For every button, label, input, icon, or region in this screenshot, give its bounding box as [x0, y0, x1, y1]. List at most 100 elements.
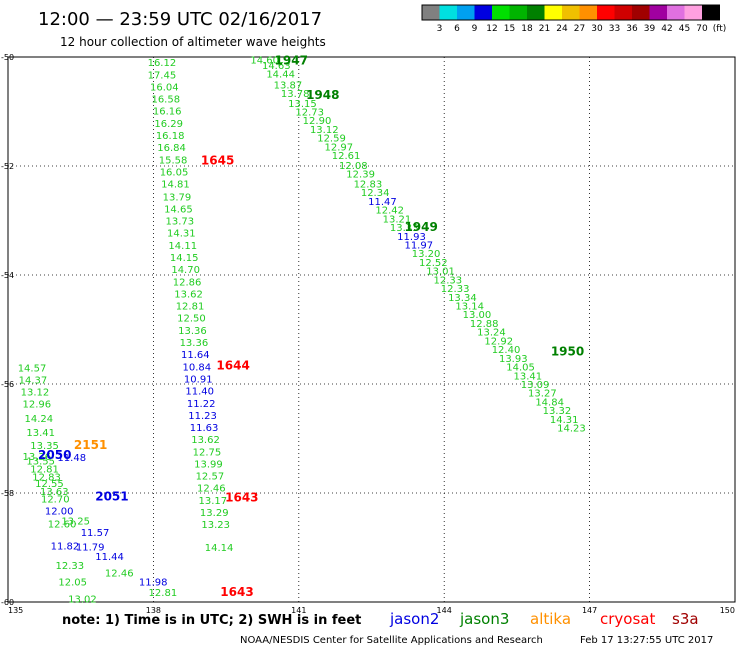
pass-time-label: 1949	[404, 220, 437, 234]
wave-height-label: 11.40	[185, 387, 214, 398]
wave-height-label: 10.91	[184, 375, 213, 386]
x-tick-label: 147	[582, 606, 597, 615]
wave-height-label: 13.36	[178, 326, 207, 337]
colorbar-swatch	[579, 5, 597, 20]
wave-height-label: 11.57	[81, 528, 110, 539]
wave-height-label: 12.46	[197, 484, 226, 495]
y-tick-label: -50	[1, 53, 14, 62]
wave-height-label: 14.15	[170, 253, 199, 264]
colorbar-tick-label: 42	[661, 24, 672, 34]
wave-height-label: 17.45	[148, 70, 177, 81]
wave-height-label: 12.60	[48, 520, 77, 531]
wave-height-label: 12.70	[41, 494, 70, 505]
wave-height-label: 11.97	[404, 240, 433, 251]
wave-height-label: 11.93	[397, 232, 426, 243]
footer-timestamp: Feb 17 13:27:55 UTC 2017	[580, 635, 713, 646]
wave-height-label: 13.21	[383, 214, 412, 225]
pass-time-label: 1948	[306, 88, 339, 102]
wave-height-label: 11.44	[95, 552, 124, 563]
y-axis-ticks: -50 -52 -54 -56 -58 -60	[1, 53, 14, 607]
wave-height-label: 12.86	[173, 278, 202, 289]
colorbar-swatch	[684, 5, 702, 20]
pass-time-label: 2050	[38, 448, 71, 462]
wave-height-label: 13.78	[281, 89, 310, 100]
wave-height-label: 12.50	[177, 314, 206, 325]
wave-height-label: 14.14	[205, 543, 234, 554]
wave-height-label: 14.24	[24, 414, 53, 425]
x-tick-label: 150	[720, 606, 735, 615]
wave-height-label: 16.05	[160, 167, 189, 178]
wave-height-label: 13.17	[198, 496, 227, 507]
wave-height-label: 13.14	[455, 302, 484, 313]
wave-height-label: 14.63	[262, 61, 291, 72]
plot-frame	[7, 56, 736, 603]
colorbar-swatch	[597, 5, 615, 20]
wave-height-label: 12.33	[434, 275, 463, 286]
wave-height-label: 12.88	[470, 319, 499, 330]
wave-height-label: 12.83	[354, 179, 383, 190]
wave-height-label: 13.32	[543, 406, 572, 417]
wave-height-label: 12.75	[193, 448, 222, 459]
colorbar-tick-label: 30	[591, 24, 603, 34]
colorbar-swatch	[562, 5, 580, 20]
legend-altika: altika	[530, 610, 571, 628]
y-tick-label: -52	[1, 162, 14, 171]
wave-height-label: 14.31	[167, 228, 196, 239]
wave-height-label: 13.35	[30, 441, 59, 452]
legend-s3a: s3a	[672, 610, 699, 628]
wave-height-label: 13.25	[61, 516, 90, 527]
colorbar-swatch	[439, 5, 457, 20]
wave-height-label: 13.34	[448, 293, 477, 304]
x-tick-label: 138	[146, 606, 161, 615]
colorbar-tick-label: 15	[504, 24, 515, 34]
wave-height-label: 12.90	[303, 116, 332, 127]
colorbar-swatch	[702, 5, 720, 20]
pass-time-label: 1643	[225, 490, 258, 504]
wave-height-label: 14.37	[19, 376, 48, 387]
wave-height-label: 13.62	[174, 290, 203, 301]
colorbar-swatch	[649, 5, 667, 20]
colorbar-tick-label: (ft)	[713, 24, 727, 34]
pass-time-label: 1947	[275, 53, 308, 67]
wave-height-label: 12.61	[332, 151, 361, 162]
wave-height-label: 12.00	[45, 506, 74, 517]
wave-height-label: 14.70	[171, 265, 200, 276]
wave-height-label: 13.79	[163, 193, 192, 204]
colorbar-outline	[421, 4, 720, 21]
wave-height-label: 12.92	[484, 336, 513, 347]
legend-cryosat: cryosat	[600, 610, 655, 628]
wave-height-label: 13.20	[412, 249, 441, 260]
wave-height-label: 15.58	[159, 155, 188, 166]
pass-time-label: 2051	[95, 489, 128, 503]
wave-height-label: 11.22	[187, 399, 216, 410]
colorbar-swatch	[474, 5, 492, 20]
wave-height-label: 12.46	[105, 569, 134, 580]
wave-height-label: 12.39	[346, 170, 375, 181]
wave-height-label: 12.55	[35, 479, 64, 490]
colorbar-swatch	[509, 5, 527, 20]
colorbar-swatch	[667, 5, 685, 20]
colorbar-tick-label: 27	[574, 24, 585, 34]
wave-height-label: 14.11	[168, 241, 197, 252]
wave-height-label: 14.44	[266, 69, 295, 80]
wave-height-label: 13.01	[426, 267, 455, 278]
wave-height-label: 12.59	[317, 134, 346, 145]
wave-height-label: 12.97	[324, 142, 353, 153]
colorbar-swatch	[527, 5, 545, 20]
wave-height-label: 12.96	[23, 400, 52, 411]
wave-height-label: 13.00	[463, 310, 492, 321]
footer-credit: NOAA/NESDIS Center for Satellite Applica…	[240, 635, 543, 646]
wave-height-label: 11.23	[188, 411, 217, 422]
x-tick-label: 135	[8, 606, 23, 615]
colorbar-swatch	[457, 5, 475, 20]
colorbar-swatch	[544, 5, 562, 20]
wave-height-label: 13.55	[26, 456, 55, 467]
colorbar-tick-label: 21	[539, 24, 550, 34]
wave-height-label: 12.52	[419, 258, 448, 269]
wave-height-label: 13.63	[40, 487, 69, 498]
wave-height-label: 12.81	[176, 302, 205, 313]
wave-height-label: 14.23	[557, 424, 586, 435]
colorbar-swatch	[632, 5, 650, 20]
wave-height-label: 11.98	[139, 577, 168, 588]
